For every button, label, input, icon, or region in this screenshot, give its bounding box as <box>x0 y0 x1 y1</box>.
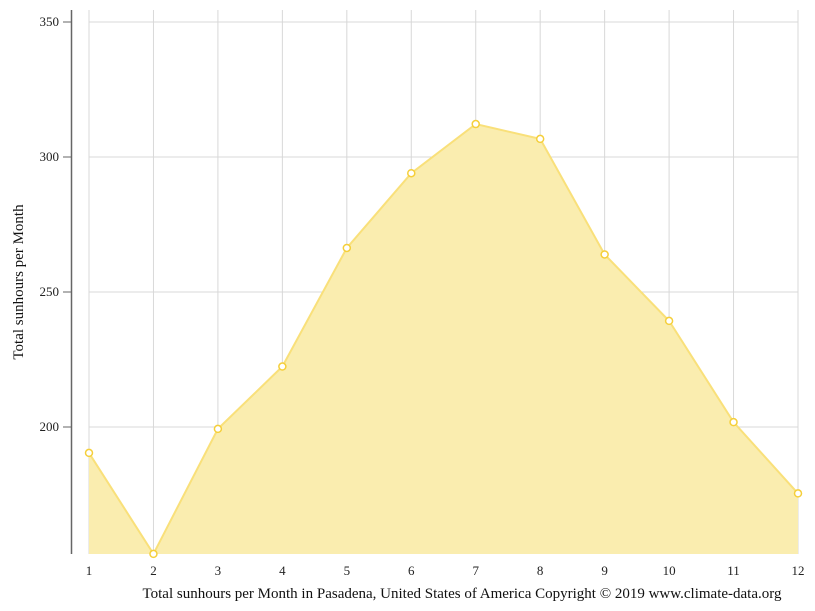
data-point <box>407 168 416 178</box>
x-tick-label: 11 <box>727 563 740 578</box>
data-point <box>342 243 352 253</box>
data-point <box>149 549 158 559</box>
x-tick-label: 10 <box>663 563 676 578</box>
y-tick-label: 300 <box>40 149 60 164</box>
x-axis-ticks: 1 2 3 4 5 6 7 8 9 10 11 12 <box>86 563 805 578</box>
data-point <box>471 119 480 129</box>
x-tick-label: 12 <box>792 563 805 578</box>
data-point <box>664 316 674 326</box>
y-tick-label: 250 <box>40 284 60 299</box>
x-axis-label: Total sunhours per Month in Pasadena, Un… <box>143 586 782 602</box>
area-series <box>88 122 799 556</box>
x-tick-label: 2 <box>150 563 157 578</box>
x-tick-label: 8 <box>537 563 544 578</box>
y-axis-ticks: 200 250 300 350 <box>40 14 71 434</box>
data-point <box>729 417 738 427</box>
x-tick-label: 7 <box>472 563 479 578</box>
y-tick-label: 200 <box>40 419 60 434</box>
data-point <box>535 134 545 144</box>
data-points <box>84 119 803 559</box>
data-point <box>84 448 94 458</box>
data-point <box>793 489 803 498</box>
x-tick-label: 5 <box>344 563 351 578</box>
x-tick-label: 9 <box>601 563 608 578</box>
x-tick-label: 3 <box>215 563 222 578</box>
data-point <box>278 362 287 371</box>
x-tick-label: 6 <box>408 563 415 578</box>
x-tick-label: 4 <box>279 563 286 578</box>
x-tick-label: 1 <box>86 563 93 578</box>
data-point <box>213 424 223 434</box>
y-axis-label: Total sunhours per Month <box>11 204 27 360</box>
y-tick-label: 350 <box>40 14 60 29</box>
data-point <box>600 250 609 259</box>
